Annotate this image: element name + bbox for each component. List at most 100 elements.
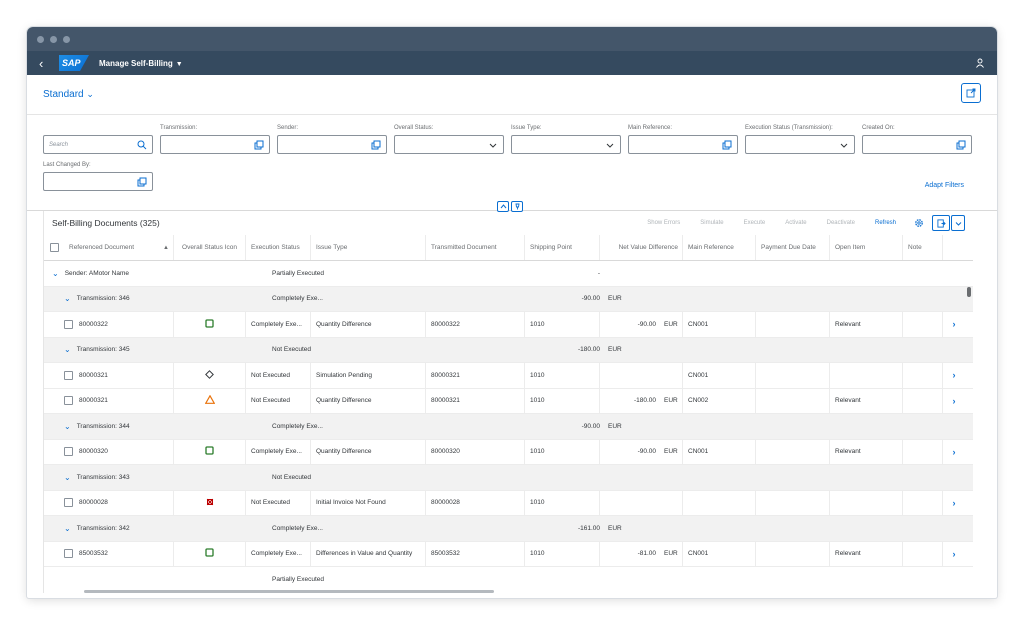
row-navigation[interactable]: › (943, 491, 965, 516)
payment-due-date (756, 312, 830, 337)
column-header[interactable]: Overall Status Icon (174, 235, 246, 260)
value-help-icon[interactable] (956, 140, 966, 150)
window-dot[interactable] (37, 35, 44, 43)
export-menu-button[interactable] (951, 215, 965, 231)
activate-button[interactable]: Activate (785, 220, 807, 226)
export-button[interactable] (932, 215, 950, 231)
column-header[interactable]: Shipping Point (525, 235, 600, 260)
chevron-down-icon[interactable]: ⌄ (64, 523, 71, 533)
row-checkbox[interactable] (63, 447, 73, 457)
payment-due-date (756, 541, 830, 566)
overall-status-select[interactable] (394, 135, 504, 154)
chevron-down-icon[interactable]: ⌄ (64, 472, 71, 482)
column-header[interactable]: Net Value Difference (600, 235, 683, 260)
column-header[interactable]: Execution Status (246, 235, 311, 260)
row-checkbox[interactable] (63, 319, 73, 329)
transmission-group-row[interactable]: ⌄ Transmission: 345 Not Executed -180.00 EUR (44, 337, 973, 363)
row-navigation[interactable]: › (943, 312, 965, 337)
column-header[interactable]: Note (903, 235, 943, 260)
issue-type-select[interactable] (511, 135, 621, 154)
row-navigation[interactable]: › (943, 440, 965, 465)
user-icon[interactable] (975, 58, 985, 68)
row-checkbox[interactable] (63, 498, 73, 508)
row-navigation[interactable]: › (943, 363, 965, 388)
window-dot[interactable] (50, 35, 57, 43)
row-checkbox[interactable] (63, 396, 73, 406)
row-checkbox[interactable] (63, 549, 73, 559)
column-header[interactable]: Payment Due Date (756, 235, 830, 260)
value-help-icon[interactable] (371, 140, 381, 150)
created-on-input[interactable] (862, 135, 972, 154)
group-label: ⌄ Transmission: 342 (64, 524, 130, 533)
column-header[interactable]: Referenced Document ▲ (64, 235, 174, 260)
transmission-group-row[interactable]: ⌄ Transmission: 343 Not Executed (44, 465, 973, 491)
variant-selector[interactable]: Standard ⌄ (43, 89, 94, 100)
value-help-icon[interactable] (137, 177, 147, 187)
transmission-group-row[interactable]: ⌄ Transmission: 342 Completely Exe... -161.… (44, 516, 973, 542)
search-icon[interactable] (137, 140, 147, 150)
table-row[interactable]: 80000028 Not Executed Initial Invoice Not … (44, 490, 973, 516)
app-title-menu[interactable]: Manage Self-Billing ▼ (99, 59, 183, 68)
chevron-right-icon[interactable]: › (952, 370, 956, 381)
transmission-group-row[interactable]: ⌄ Transmission: 346 Completely Exe... -90.0… (44, 286, 973, 312)
table-row[interactable]: 85003532 Completely Exe... Differences in … (44, 541, 973, 567)
column-header[interactable]: Main Reference (683, 235, 756, 260)
main-reference (683, 490, 756, 515)
chevron-down-icon[interactable] (488, 140, 498, 150)
group-label: ⌄ Transmission: 343 (64, 473, 130, 482)
column-header[interactable]: Transmitted Document (426, 235, 525, 260)
chevron-down-icon[interactable]: ⌄ (64, 421, 71, 431)
net-value: -90.00 (637, 448, 656, 456)
select-all-checkbox[interactable] (49, 243, 59, 252)
execution-status-select[interactable] (745, 135, 855, 154)
chevron-down-icon[interactable]: ⌄ (64, 294, 71, 304)
adapt-filters-button[interactable]: Adapt Filters (924, 182, 964, 189)
window-dot[interactable] (63, 35, 70, 43)
sender-group-row[interactable]: ⌄ Sender: AMotor Name Partially Executed … (44, 261, 973, 287)
filter-label: Sender: (277, 125, 299, 131)
refresh-button[interactable]: Refresh (874, 220, 896, 226)
execute-button[interactable]: Execute (743, 220, 766, 226)
column-header[interactable]: Issue Type (311, 235, 426, 260)
filter-label: Last Changed By: (43, 162, 91, 168)
chevron-down-icon[interactable]: ⌄ (64, 345, 71, 355)
transmission-group-row[interactable]: ⌄ Transmission: 344 Completely Exe... -90.0… (44, 414, 973, 440)
last-changed-by-input[interactable] (43, 172, 153, 191)
table-row[interactable]: 80000322 Completely Exe... Quantity Differ… (44, 312, 973, 338)
filter-label: Transmission: (160, 125, 198, 131)
value-help-icon[interactable] (254, 140, 264, 150)
vertical-scrollbar[interactable] (967, 287, 971, 297)
table-row[interactable]: 80000321 Not Executed Quantity Difference 8… (44, 388, 973, 414)
chevron-down-icon[interactable] (605, 140, 615, 150)
transmission-input[interactable] (160, 135, 270, 154)
chevron-down-icon[interactable] (839, 140, 849, 150)
pin-header-button[interactable] (511, 201, 523, 212)
row-navigation[interactable]: › (943, 542, 965, 567)
chevron-right-icon[interactable]: › (952, 395, 956, 406)
chevron-right-icon[interactable]: › (952, 446, 956, 457)
chevron-right-icon[interactable]: › (952, 497, 956, 508)
chevron-down-icon[interactable]: ⌄ (52, 268, 59, 278)
table-row[interactable]: 80000320 Completely Exe... Quantity Differ… (44, 439, 973, 465)
sap-logo[interactable]: SAP (59, 55, 89, 71)
row-navigation[interactable]: › (943, 389, 965, 414)
table-row[interactable]: 80000321 Not Executed Simulation Pending 80… (44, 363, 973, 389)
horizontal-scrollbar[interactable] (84, 590, 494, 593)
column-header[interactable]: Open Item (830, 235, 903, 260)
search-input[interactable]: Search (43, 135, 153, 154)
simulate-button[interactable]: Simulate (700, 220, 724, 226)
show-errors-button[interactable]: Show Errors (647, 220, 681, 226)
chevron-right-icon[interactable]: › (952, 319, 956, 330)
main-reference-input[interactable] (628, 135, 738, 154)
note (903, 312, 943, 337)
gear-icon[interactable] (914, 218, 924, 228)
table-header: Referenced Document ▲ Overall Status Icon… (44, 235, 973, 261)
deactivate-button[interactable]: Deactivate (826, 220, 855, 226)
share-button[interactable] (961, 83, 981, 103)
row-checkbox[interactable] (63, 370, 73, 380)
collapse-header-button[interactable] (497, 201, 509, 212)
chevron-right-icon[interactable]: › (952, 548, 956, 559)
sender-input[interactable] (277, 135, 387, 154)
value-help-icon[interactable] (722, 140, 732, 150)
back-icon[interactable]: ‹ (39, 55, 44, 71)
